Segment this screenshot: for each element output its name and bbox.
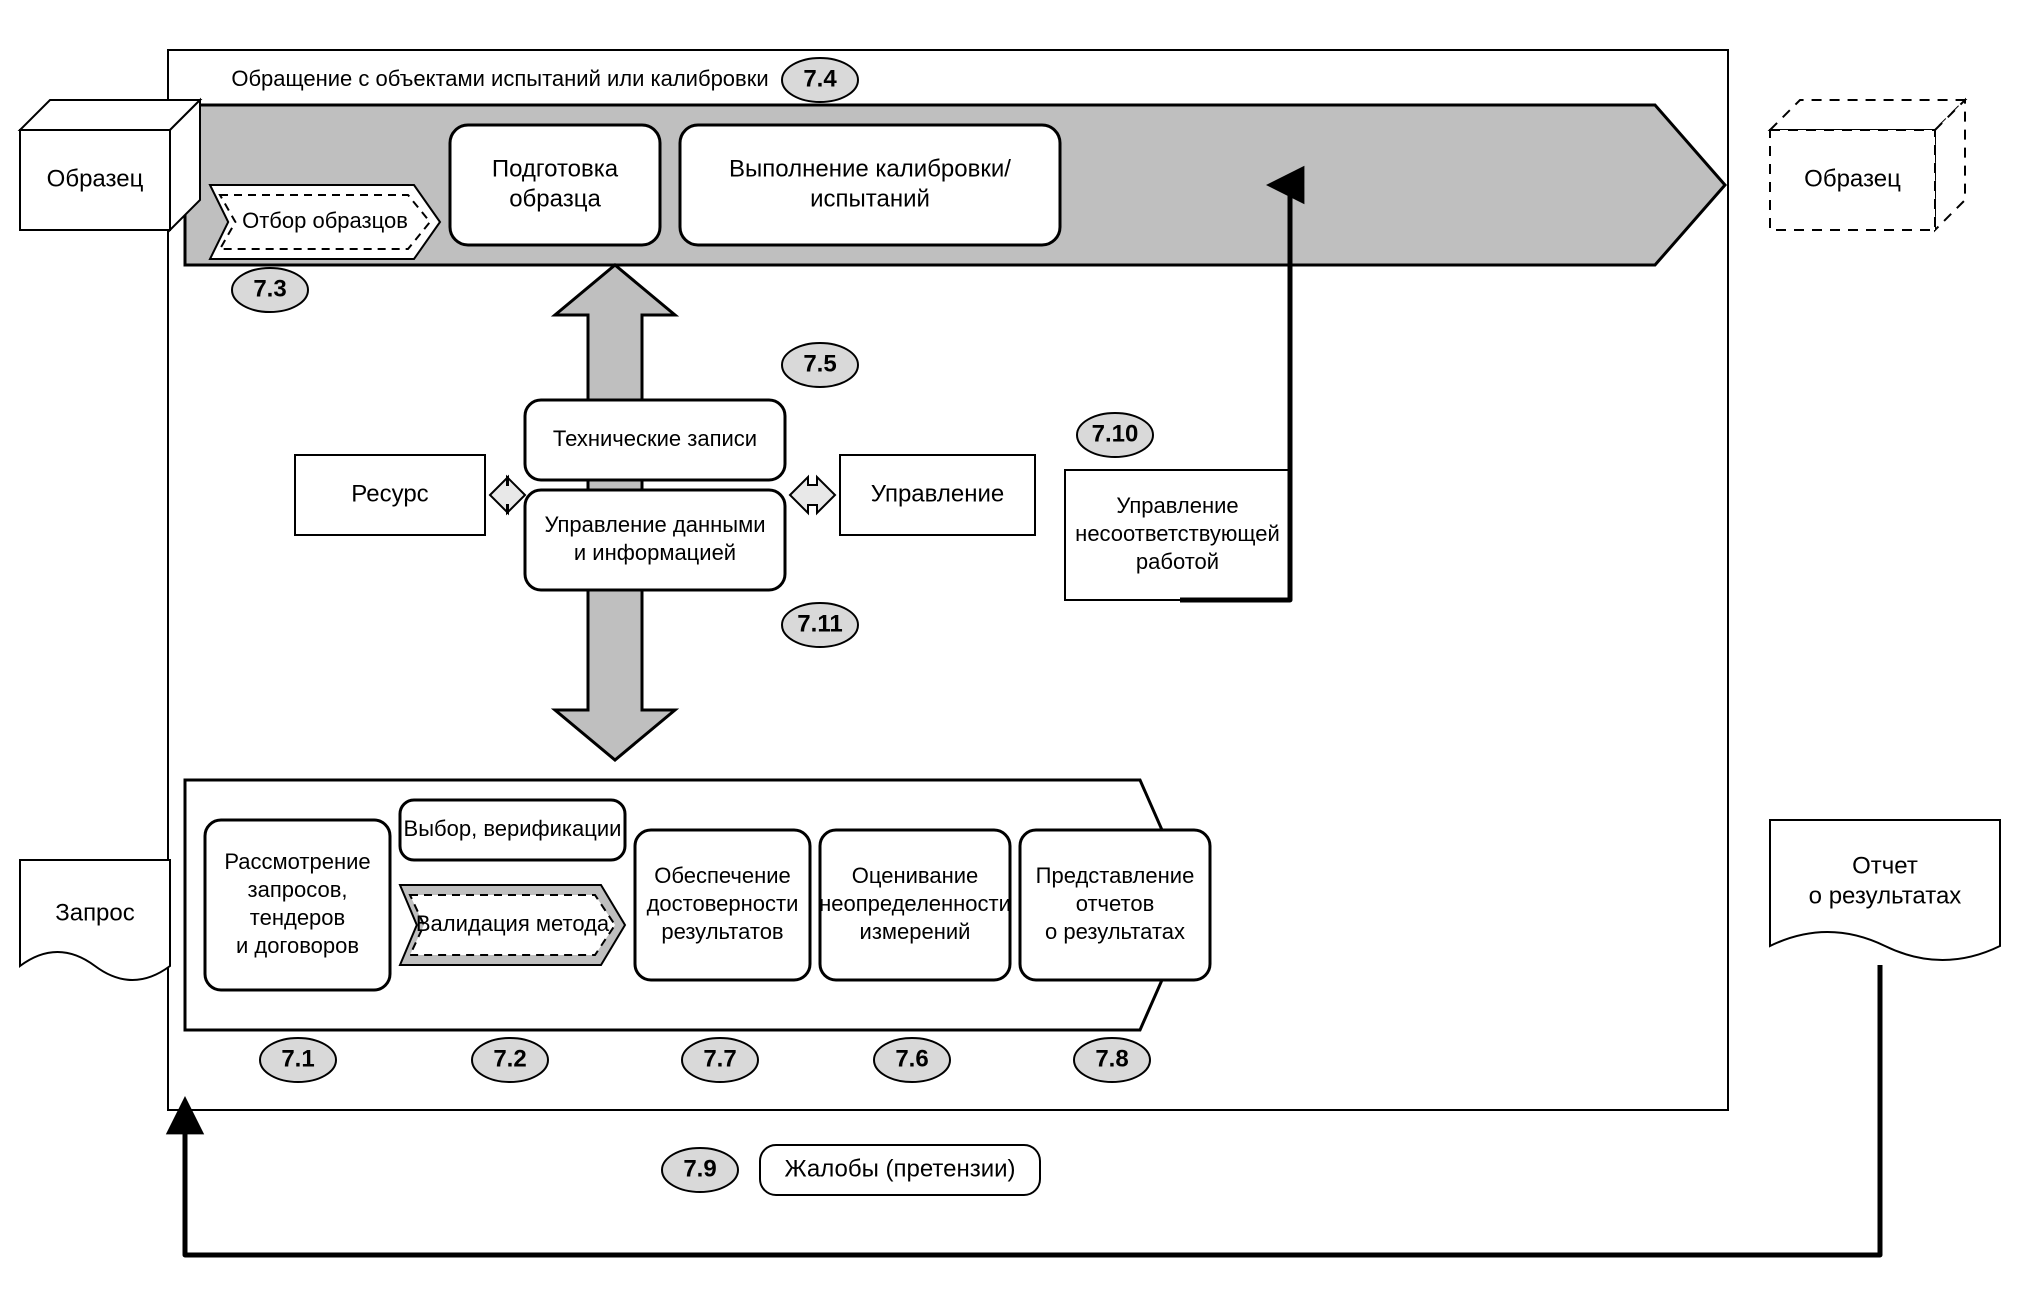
svg-text:работой: работой <box>1136 549 1219 574</box>
svg-text:7.3: 7.3 <box>253 275 286 302</box>
svg-text:образца: образца <box>509 185 601 212</box>
svg-text:Рассмотрение: Рассмотрение <box>224 849 370 874</box>
svg-text:Оценивание: Оценивание <box>852 863 979 888</box>
svg-text:результатов: результатов <box>661 919 783 944</box>
svg-text:7.9: 7.9 <box>683 1155 716 1182</box>
svg-text:Выбор, верификации: Выбор, верификации <box>404 816 622 841</box>
svg-text:Образец: Образец <box>47 165 144 192</box>
svg-text:Управление данными: Управление данными <box>544 512 765 537</box>
svg-text:Отчет: Отчет <box>1852 852 1918 879</box>
svg-text:Обращение с объектами испытани: Обращение с объектами испытаний или кали… <box>231 66 768 91</box>
svg-text:и договоров: и договоров <box>236 933 359 958</box>
svg-text:Жалобы (претензии): Жалобы (претензии) <box>784 1155 1015 1182</box>
svg-text:7.2: 7.2 <box>493 1045 526 1072</box>
svg-text:Технические записи: Технические записи <box>553 426 757 451</box>
svg-text:Валидация метода: Валидация метода <box>416 911 610 936</box>
svg-text:7.4: 7.4 <box>803 65 837 92</box>
svg-text:7.1: 7.1 <box>281 1045 314 1072</box>
svg-text:испытаний: испытаний <box>810 185 930 212</box>
svg-text:7.8: 7.8 <box>1095 1045 1128 1072</box>
svg-text:о результатах: о результатах <box>1809 882 1962 909</box>
svg-text:7.6: 7.6 <box>895 1045 928 1072</box>
svg-text:о результатах: о результатах <box>1045 919 1185 944</box>
svg-text:и информацией: и информацией <box>574 540 736 565</box>
svg-text:достоверности: достоверности <box>647 891 799 916</box>
svg-text:несоответствующей: несоответствующей <box>1075 521 1280 546</box>
svg-text:тендеров: тендеров <box>250 905 345 930</box>
svg-text:отчетов: отчетов <box>1076 891 1155 916</box>
svg-text:7.11: 7.11 <box>797 610 842 637</box>
svg-text:Образец: Образец <box>1804 165 1901 192</box>
svg-text:Отбор образцов: Отбор образцов <box>242 208 408 233</box>
svg-text:7.7: 7.7 <box>703 1045 736 1072</box>
svg-text:Управление: Управление <box>1116 493 1238 518</box>
svg-text:7.5: 7.5 <box>803 350 836 377</box>
svg-text:Ресурс: Ресурс <box>351 480 428 507</box>
svg-text:Обеспечение: Обеспечение <box>654 863 791 888</box>
svg-text:измерений: измерений <box>860 919 971 944</box>
svg-text:запросов,: запросов, <box>248 877 348 902</box>
svg-text:Запрос: Запрос <box>55 899 135 926</box>
svg-text:неопределенности: неопределенности <box>819 891 1011 916</box>
svg-text:Представление: Представление <box>1036 863 1195 888</box>
svg-text:Управление: Управление <box>871 480 1004 507</box>
svg-text:Выполнение калибровки/: Выполнение калибровки/ <box>729 155 1011 182</box>
svg-text:Подготовка: Подготовка <box>492 155 619 182</box>
svg-text:7.10: 7.10 <box>1092 420 1139 447</box>
